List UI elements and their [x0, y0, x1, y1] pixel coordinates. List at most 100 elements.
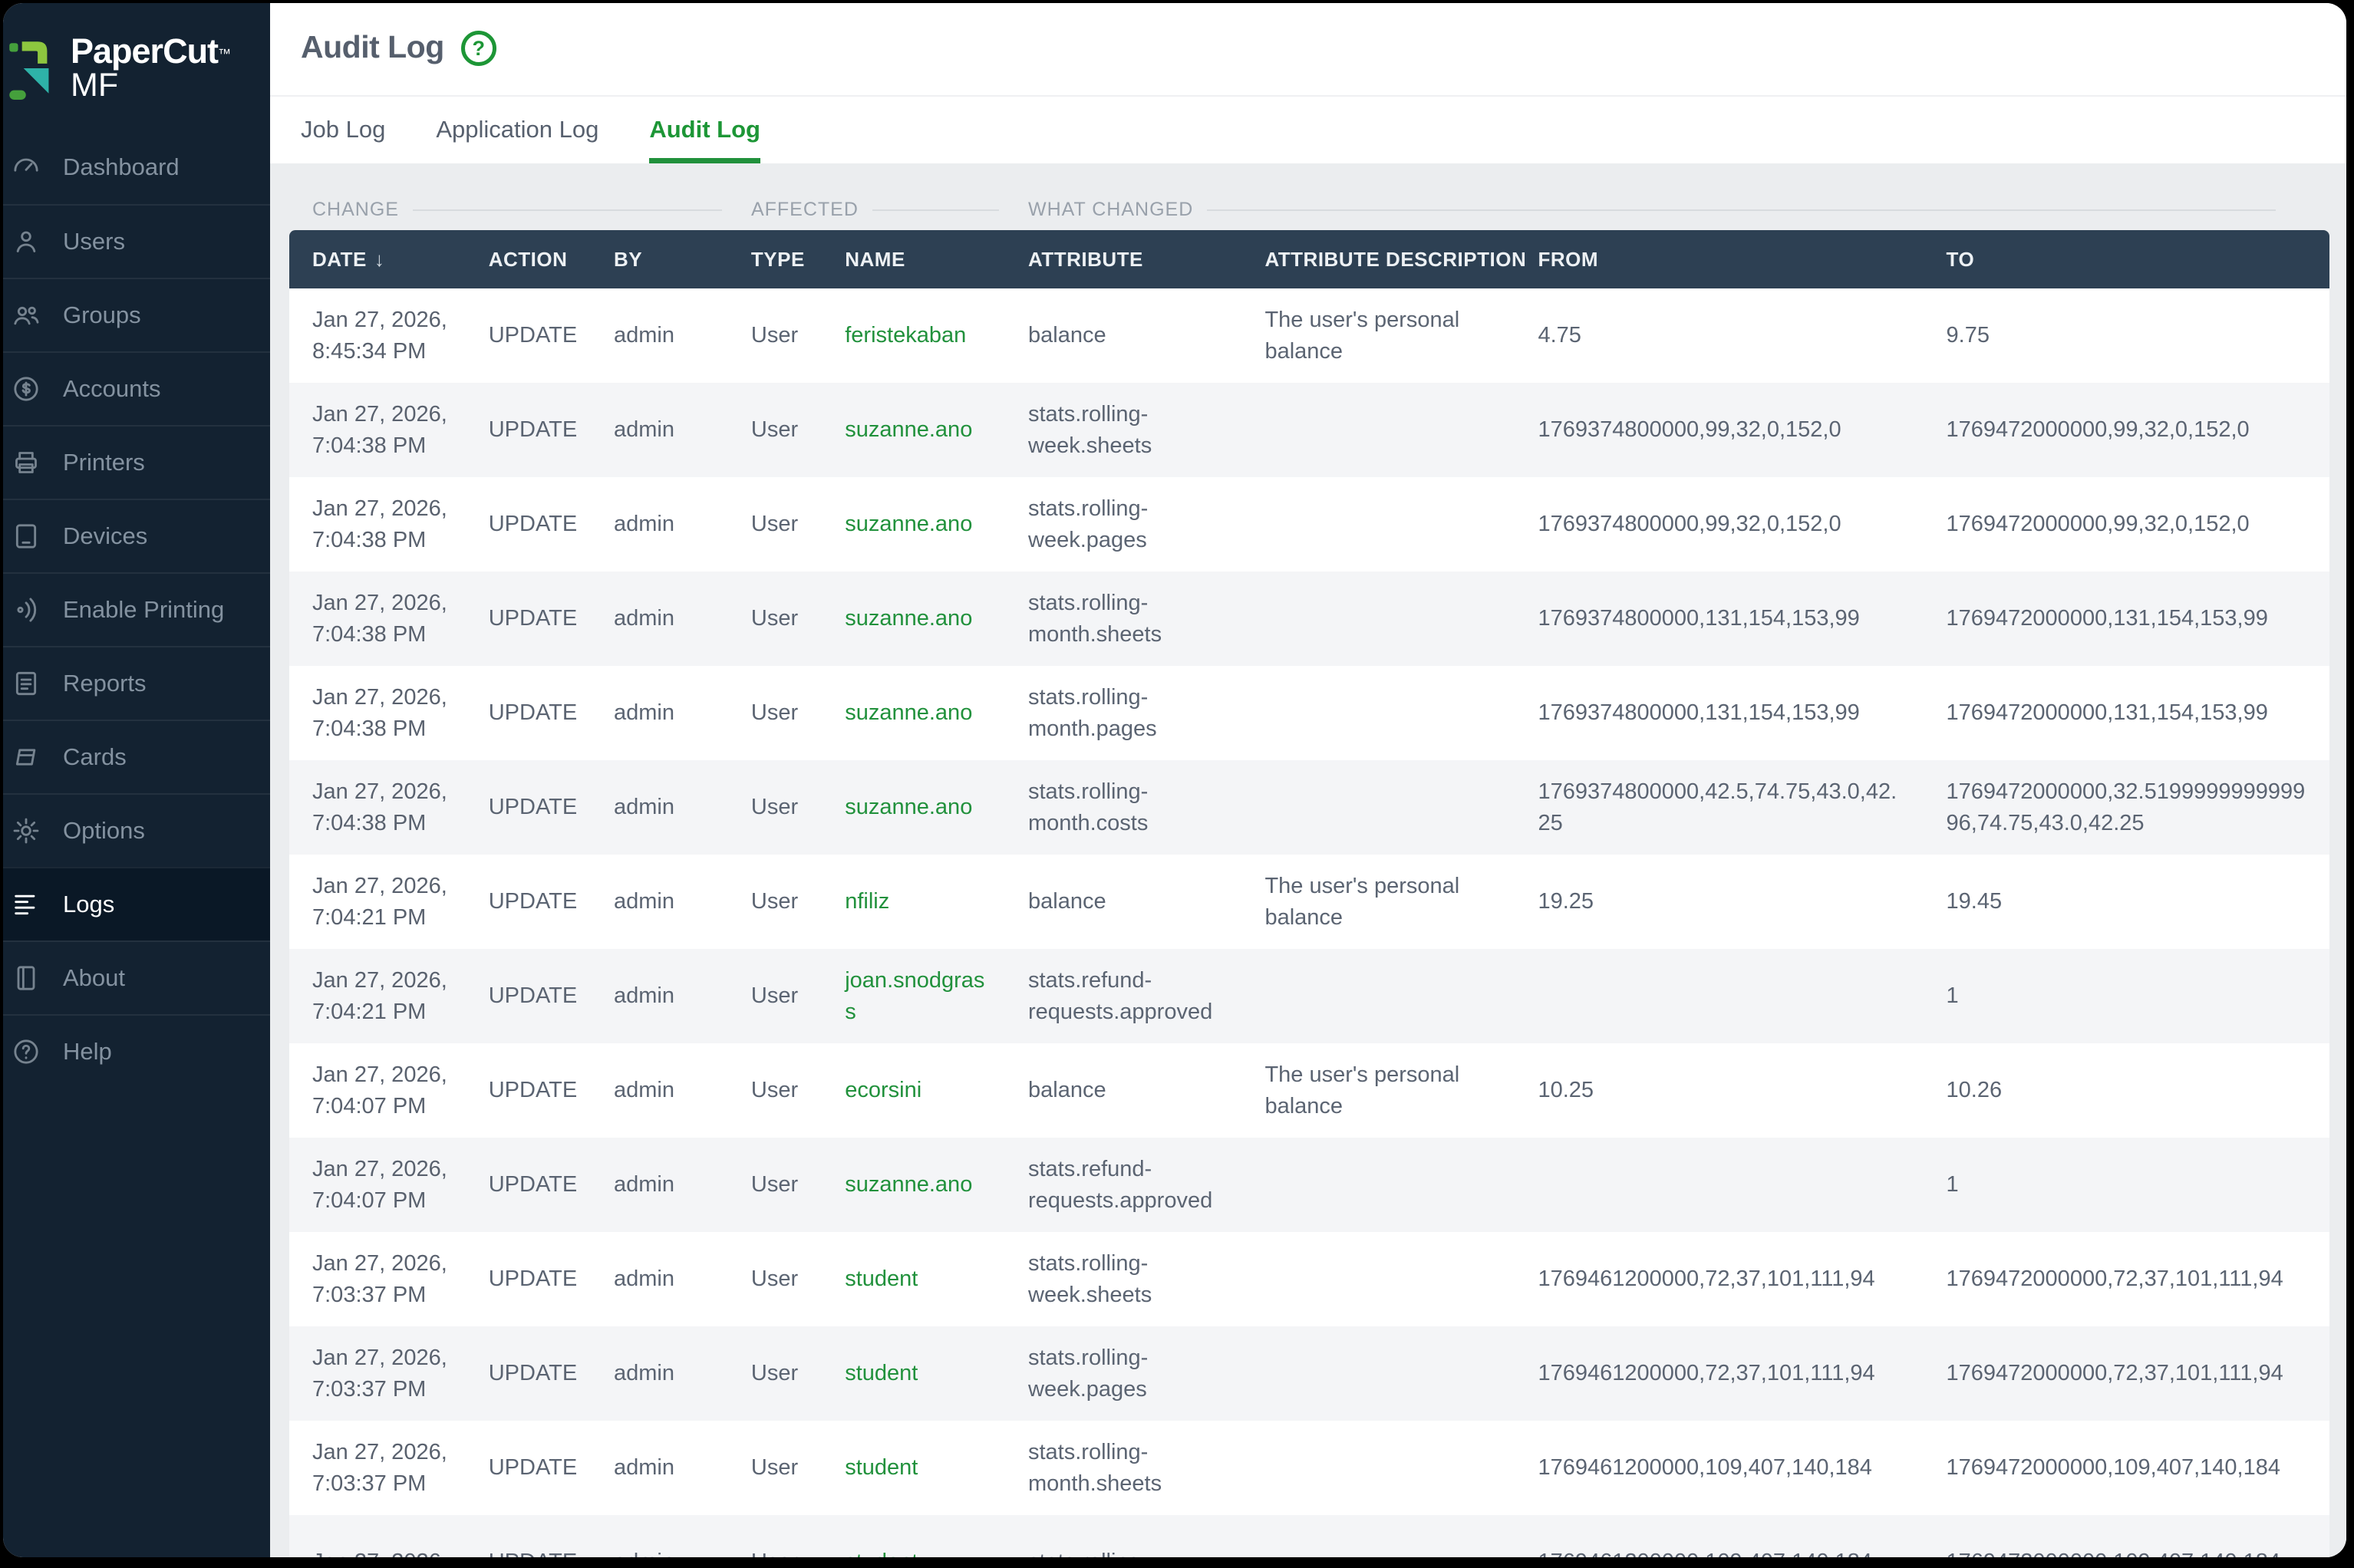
audit-table-body: Jan 27, 2026, 8:45:34 PM UPDATE admin Us…: [289, 288, 2329, 1557]
sidebar-item-enable-printing[interactable]: Enable Printing: [3, 572, 270, 646]
cell-date: Jan 27, 2026, 7:03:37 PM: [312, 1345, 447, 1402]
user-name-link[interactable]: suzanne.ano: [845, 512, 973, 536]
cell-to: 1769472000000,32.519999999999996,74.75,4…: [1946, 779, 2306, 835]
sidebar-item-help[interactable]: Help: [3, 1014, 270, 1088]
cell-from: 1769374800000,99,32,0,152,0: [1538, 512, 1841, 536]
tab-application-log[interactable]: Application Log: [436, 115, 599, 143]
table-row: Jan 27, 2026, 7:04:21 PM UPDATE admin Us…: [289, 855, 2329, 949]
cell-from: 4.75: [1538, 323, 1581, 348]
cell-by: admin: [613, 512, 674, 536]
log-tabs: Job Log Application Log Audit Log: [270, 97, 2346, 163]
table-row: Jan 27, 2026, 7:04:38 PM UPDATE admin Us…: [289, 477, 2329, 572]
group-icon: [9, 298, 43, 332]
sidebar-item-options[interactable]: Options: [3, 793, 270, 867]
cell-by: admin: [613, 700, 674, 725]
cell-date: Jan 27, 2026, 7:04:21 PM: [312, 967, 447, 1024]
user-name-link[interactable]: suzanne.ano: [845, 700, 973, 725]
cell-attribute-description: [1241, 1326, 1515, 1421]
cell-action: UPDATE: [488, 323, 578, 348]
column-header-to[interactable]: TO: [1923, 230, 2329, 288]
table-row: Jan 27, 2026, 7:04:38 PM UPDATE admin Us…: [289, 383, 2329, 477]
papercut-logo: PaperCut™ MF: [3, 3, 270, 130]
user-name-link[interactable]: suzanne.ano: [845, 1172, 973, 1197]
column-header-date[interactable]: DATE ↓: [289, 230, 466, 288]
user-name-link[interactable]: student: [845, 1361, 918, 1385]
table-row: Jan 27, 2026, 7:03:37 PM UPDATE admin Us…: [289, 1232, 2329, 1326]
cell-to: 10.26: [1946, 1078, 2003, 1102]
user-name-link[interactable]: student: [845, 1455, 918, 1480]
sidebar-item-groups[interactable]: Groups: [3, 278, 270, 351]
user-name-link[interactable]: nfiliz: [845, 889, 890, 914]
sidebar-item-logs[interactable]: Logs: [3, 867, 270, 940]
sidebar-item-printers[interactable]: Printers: [3, 425, 270, 499]
about-icon: [9, 961, 43, 995]
cell-type: User: [750, 1078, 799, 1102]
column-header-action[interactable]: ACTION: [465, 230, 591, 288]
user-name-link[interactable]: student: [822, 1515, 1005, 1557]
column-header-attribute[interactable]: ATTRIBUTE: [1005, 230, 1242, 288]
cell-date: Jan 27, 2026, 7:04:21 PM: [312, 873, 447, 930]
group-divider-line: [412, 209, 722, 211]
cell-from: 1769461200000,109,407,140,184: [1538, 1455, 1872, 1480]
group-what-changed: WHAT CHANGED: [1005, 189, 2329, 230]
user-name-link[interactable]: suzanne.ano: [845, 417, 973, 442]
user-name-link[interactable]: ecorsini: [845, 1078, 922, 1102]
cell-attribute: stats.rolling-week.pages: [1028, 496, 1149, 552]
cell-to: 1: [1946, 1172, 1959, 1197]
cell-attribute: stats.rolling-month.costs: [1028, 779, 1149, 835]
cell-attribute-description: The user's personal balance: [1264, 307, 1460, 364]
cell-attribute-description: [1241, 949, 1515, 1043]
sort-desc-icon[interactable]: ↓: [374, 247, 385, 271]
tab-audit-log[interactable]: Audit Log: [649, 97, 760, 163]
sidebar-item-cards[interactable]: Cards: [3, 720, 270, 793]
cell-type: User: [750, 1172, 799, 1197]
user-name-link[interactable]: suzanne.ano: [845, 606, 973, 631]
cell-date: Jan 27, 2026, 7:04:38 PM: [312, 779, 447, 835]
cell-attribute-description: [1241, 1232, 1515, 1326]
cell-type: User: [750, 1455, 799, 1480]
column-header-by[interactable]: BY: [590, 230, 728, 288]
brand-name: PaperCut: [71, 31, 219, 71]
cell-from: [1515, 1138, 1923, 1232]
cell-by: admin: [613, 983, 674, 1008]
cell-attribute-description: The user's personal balance: [1264, 873, 1460, 930]
table-row: Jan 27, 2026, 7:04:07 PM UPDATE admin Us…: [289, 1138, 2329, 1232]
cell-action: UPDATE: [488, 1267, 578, 1291]
cell-attribute: stats.refund-requests.approved: [1028, 967, 1213, 1024]
cell-action: UPDATE: [488, 700, 578, 725]
group-change: CHANGE: [289, 189, 728, 230]
cell-date: Jan 27, 2026, 7:04:38 PM: [312, 496, 447, 552]
printer-icon: [9, 446, 43, 479]
cell-attribute: balance: [1028, 323, 1106, 348]
cell-attribute-description: [1241, 1421, 1515, 1515]
tab-job-log[interactable]: Job Log: [301, 115, 386, 143]
table-row: Jan 27, 2026, 7:04:38 PM UPDATE admin Us…: [289, 760, 2329, 855]
cell-from: 1769374800000,131,154,153,99: [1538, 700, 1860, 725]
column-header-name[interactable]: NAME: [822, 230, 1005, 288]
user-name-link[interactable]: joan.snodgrass: [845, 967, 985, 1024]
cell-attribute: stats.refund-requests.approved: [1028, 1156, 1213, 1213]
sidebar-item-dashboard[interactable]: Dashboard: [3, 130, 270, 204]
cell-attribute-description: [1241, 1515, 1515, 1557]
sidebar-item-users[interactable]: Users: [3, 204, 270, 278]
sidebar-item-devices[interactable]: Devices: [3, 499, 270, 572]
sidebar-item-accounts[interactable]: Accounts: [3, 351, 270, 425]
column-header-attribute-description[interactable]: ATTRIBUTE DESCRIPTION: [1241, 230, 1526, 288]
user-name-link[interactable]: suzanne.ano: [845, 795, 973, 819]
app-window: PaperCut™ MF Dashboard Users Groups Acco…: [3, 3, 2346, 1557]
cell-attribute: stats.rolling-week.sheets: [1028, 401, 1152, 458]
column-header-from[interactable]: FROM: [1515, 230, 1924, 288]
user-name-link[interactable]: student: [845, 1267, 918, 1291]
sidebar-item-about[interactable]: About: [3, 940, 270, 1014]
page-help-icon[interactable]: ?: [460, 31, 496, 66]
column-header-type[interactable]: TYPE: [727, 230, 823, 288]
cell-attribute: stats.rolling-month.sheets: [1028, 590, 1162, 647]
user-icon: [9, 225, 43, 259]
cell-date: Jan 27, 2026,: [289, 1515, 466, 1557]
sidebar-item-reports[interactable]: Reports: [3, 646, 270, 720]
cell-from: 10.25: [1538, 1078, 1594, 1102]
cell-by: admin: [613, 606, 674, 631]
cell-from: 1769374800000,42.5,74.75,43.0,42.25: [1538, 779, 1897, 835]
cell-from: 1769461200000,72,37,101,111,94: [1538, 1361, 1875, 1385]
user-name-link[interactable]: feristekaban: [845, 323, 967, 348]
